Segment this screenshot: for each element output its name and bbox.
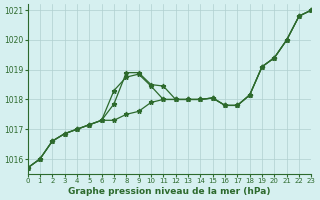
X-axis label: Graphe pression niveau de la mer (hPa): Graphe pression niveau de la mer (hPa) xyxy=(68,187,271,196)
